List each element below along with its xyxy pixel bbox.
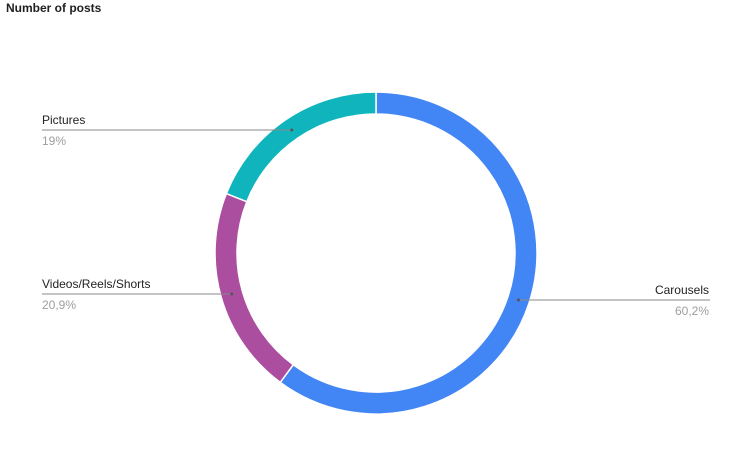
slice-pictures[interactable]	[225, 91, 377, 203]
chart-title: Number of posts	[6, 1, 102, 15]
leader-lines	[42, 128, 710, 302]
slice-label-videos-reels-shorts: Videos/Reels/Shorts	[42, 277, 151, 291]
slice-videos-reels-shorts[interactable]	[214, 192, 295, 384]
slice-labels: Carousels 60,2% Videos/Reels/Shorts 20,9% Pi…	[42, 113, 709, 318]
donut-slices	[214, 91, 538, 415]
leader-dot-carousels	[516, 298, 520, 302]
slice-label-carousels: Carousels	[655, 283, 709, 297]
slice-percent-carousels: 60,2%	[675, 304, 709, 318]
slice-percent-pictures: 19%	[42, 134, 66, 148]
slice-percent-videos-reels-shorts: 20,9%	[42, 298, 76, 312]
slice-label-pictures: Pictures	[42, 113, 85, 127]
leader-dot-pictures	[290, 128, 294, 132]
leader-dot-videos-reels-shorts	[230, 292, 234, 296]
slice-carousels[interactable]	[279, 91, 538, 415]
